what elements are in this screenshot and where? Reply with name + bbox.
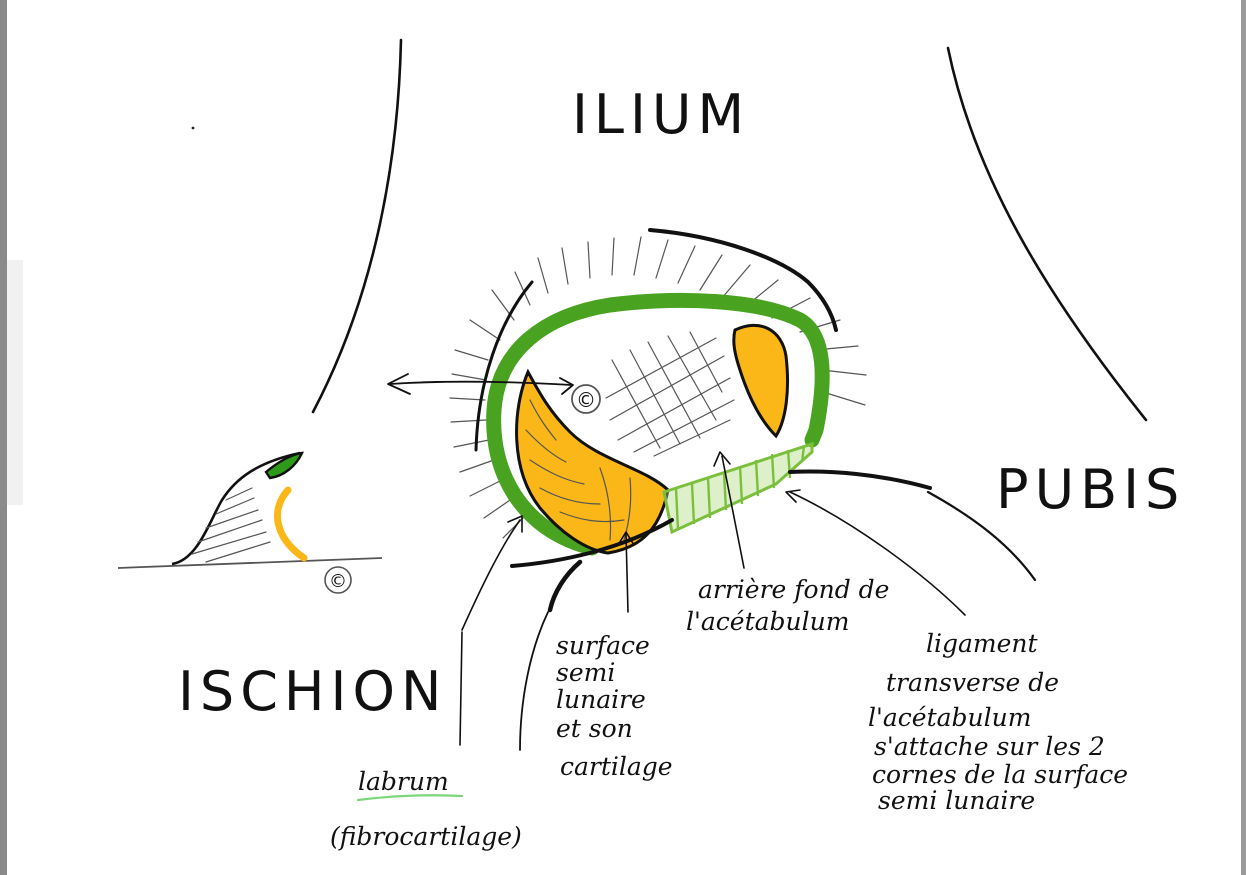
left-frame-shade: [7, 260, 23, 505]
cross-section-labrum: [264, 451, 304, 480]
left-frame-border: [0, 0, 7, 875]
arriere-fond-line-1: arrière fond de: [698, 575, 889, 604]
surface-line-5: cartilage: [560, 752, 673, 781]
label-pubis: PUBIS: [996, 458, 1185, 521]
labrum-arrow-line: [389, 380, 573, 386]
ilium-right-outline: [946, 46, 1148, 422]
surface-leader: [625, 533, 629, 613]
ligament-line-1: ligament: [926, 629, 1039, 658]
ligament-line-5: cornes de la surface: [872, 760, 1128, 789]
transverse-ligament: [662, 441, 814, 535]
arriere-fond-leader: [721, 455, 745, 569]
pubic-ramus-outline: [788, 469, 932, 490]
fossa-arrow-head: [559, 377, 574, 395]
arriere-fond-leader-head: [713, 451, 731, 467]
ilium-left-outline: [311, 38, 403, 414]
right-frame-border: [1241, 0, 1246, 875]
cross-section-bone: [171, 451, 301, 566]
ischion-leader: [519, 611, 549, 751]
label-labrum: labrum: [358, 767, 449, 796]
labrum-leader-upper: [461, 519, 521, 631]
cross-section-hatching: [191, 487, 271, 563]
ligament-leader-head: [785, 489, 801, 503]
ischial-ramus-outline: [547, 559, 583, 613]
surface-line-2: semi: [556, 658, 615, 687]
ligament-line-2: transverse de: [886, 668, 1059, 697]
labrum-ring: [486, 292, 830, 556]
ligament-line-6: semi lunaire: [878, 786, 1035, 815]
stray-dot: [191, 126, 195, 130]
pubis-lower-outline: [926, 490, 1037, 582]
label-ischion: ISCHION: [178, 660, 447, 723]
acetabular-rim-top: [648, 228, 838, 332]
labrum-underline: [356, 794, 464, 802]
acetabular-fossa-crosshatch: [605, 331, 735, 457]
surface-leader-head: [617, 531, 635, 546]
cross-section-cartilage-ring: [324, 566, 352, 594]
ligament-line-4: s'attache sur les 2: [874, 732, 1105, 761]
ligament-leader: [789, 491, 966, 616]
ligament-line-3: l'acétabulum: [868, 703, 1031, 732]
label-ilium: ILIUM: [572, 83, 750, 146]
surface-line-1: surface: [556, 631, 650, 660]
surface-line-3: lunaire: [556, 685, 646, 714]
cross-section-cartilage-symbol: ©: [329, 571, 347, 592]
acetabular-notch-outline: [510, 518, 674, 568]
labrum-leader-head: [507, 515, 523, 533]
acetabular-rim-outline: [474, 280, 534, 452]
label-labrum-note: (fibrocartilage): [330, 822, 522, 851]
cross-section-cartilage: [274, 486, 308, 562]
arriere-fond-line-2: l'acétabulum: [686, 607, 849, 636]
labrum-arrow-head: [387, 373, 411, 395]
cartilage-symbol: ©: [576, 388, 596, 412]
lunate-surface-anterior-horn: [732, 323, 789, 439]
surface-line-4: et son: [556, 714, 633, 743]
labrum-leader: [459, 631, 463, 746]
cartilage-symbol-ring: [571, 384, 601, 414]
cross-section-baseline: [117, 557, 383, 569]
